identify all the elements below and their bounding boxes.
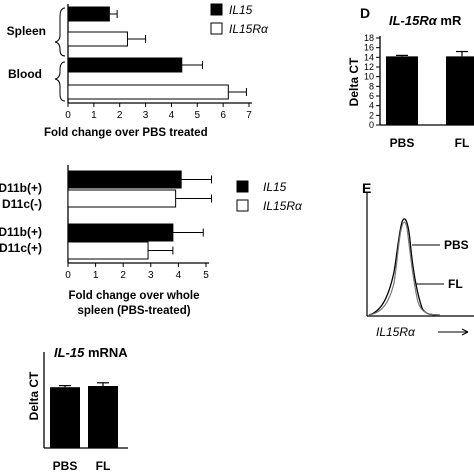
x-tick-label: 3 bbox=[143, 110, 149, 121]
y-axis-label: Delta CT bbox=[347, 57, 361, 106]
category-label: D11b(+) bbox=[0, 181, 42, 195]
category-label: D11c(-) bbox=[2, 197, 42, 211]
bracket-spleen bbox=[54, 7, 66, 57]
bracket-blood bbox=[54, 61, 66, 102]
chart-top-left: Spleen Blood 0 1 2 3 4 5 6 7 Fold change over P… bbox=[7, 3, 269, 139]
category-label: D11b(+) bbox=[0, 225, 42, 239]
y-tick-label: 6 bbox=[369, 91, 374, 101]
x-tick-label: 2 bbox=[117, 110, 123, 121]
chart-title-rest: mRNA bbox=[84, 345, 128, 360]
chart-title: IL-15 mRNA bbox=[54, 345, 128, 360]
bar bbox=[67, 170, 182, 189]
x-tick-label: 0 bbox=[65, 110, 71, 121]
y-tick-label: 18 bbox=[364, 33, 374, 43]
x-axis-label: Fold change over PBS treated bbox=[44, 127, 208, 139]
category-label: Spleen bbox=[7, 24, 46, 38]
legend-swatch-il15ra bbox=[210, 22, 223, 35]
x-axis-label: Fold change over whole bbox=[69, 290, 200, 302]
x-tick-label: 3 bbox=[148, 270, 154, 281]
x-tick-label: 1 bbox=[93, 270, 99, 281]
bar bbox=[67, 223, 174, 242]
panel-label-d: D bbox=[360, 5, 370, 21]
x-tick-label: 4 bbox=[169, 110, 175, 121]
x-tick-label: 4 bbox=[176, 270, 182, 281]
chart-title-italic: IL-15 bbox=[54, 345, 85, 360]
x-tick-label: 1 bbox=[91, 110, 97, 121]
series-label: PBS bbox=[444, 238, 469, 252]
y-tick-label: 16 bbox=[364, 43, 374, 53]
bar bbox=[88, 386, 118, 448]
chart-mid-left: D11b(+) D11c(-) D11b(+) D11c(+) 0 1 2 3 4 5 F… bbox=[0, 165, 303, 317]
y-axis-label: Delta CT bbox=[27, 371, 41, 420]
x-tick-label: 0 bbox=[65, 270, 71, 281]
x-tick-label: 2 bbox=[120, 270, 126, 281]
series-label: FL bbox=[448, 277, 463, 291]
x-axis-label: spleen (PBS-treated) bbox=[77, 305, 190, 317]
y-tick-label: 4 bbox=[369, 101, 374, 111]
chart-title-italic: IL-15Rα bbox=[389, 13, 438, 28]
category-label: D11c(+) bbox=[0, 241, 42, 255]
bar bbox=[446, 56, 474, 125]
bar bbox=[386, 56, 418, 125]
y-tick-label: 10 bbox=[364, 72, 374, 82]
legend-swatch-il15ra bbox=[236, 199, 249, 212]
legend-label: IL15 bbox=[263, 180, 287, 194]
chart-bottom-left: IL-15 mRNA Delta CT PBS FL bbox=[27, 345, 128, 473]
panel-label-e: E bbox=[362, 180, 371, 196]
bar bbox=[67, 189, 177, 208]
x-tick-label: 5 bbox=[195, 110, 201, 121]
y-tick-label: 0 bbox=[369, 120, 374, 130]
legend-label: IL15Rα bbox=[263, 199, 303, 213]
bar bbox=[67, 31, 128, 47]
x-tick-label: 5 bbox=[203, 270, 209, 281]
bar bbox=[67, 57, 183, 73]
x-tick-label: 7 bbox=[246, 110, 252, 121]
y-tick-label: 2 bbox=[369, 110, 374, 120]
y-tick-label: 8 bbox=[369, 81, 374, 91]
y-tick-label: 12 bbox=[364, 62, 374, 72]
x-axis-label: IL15Rα bbox=[376, 325, 416, 339]
chart-panel-e: E PBS FL IL15Rα bbox=[362, 180, 474, 339]
bar bbox=[67, 241, 149, 260]
y-tick-label: 14 bbox=[364, 52, 374, 62]
x-tick-label: 6 bbox=[220, 110, 226, 121]
x-tick-label: PBS bbox=[390, 136, 415, 150]
histogram-series bbox=[368, 218, 441, 316]
chart-title: IL-15Rα mR bbox=[389, 13, 462, 28]
bar bbox=[50, 387, 80, 448]
x-tick-label: PBS bbox=[53, 459, 78, 473]
legend-swatch-il15 bbox=[210, 3, 223, 16]
legend-label: IL15 bbox=[229, 3, 253, 17]
legend-label: IL15Rα bbox=[229, 22, 269, 36]
bar bbox=[67, 6, 110, 22]
category-label: Blood bbox=[8, 67, 42, 81]
bar bbox=[67, 84, 229, 100]
x-tick-label: FL bbox=[96, 459, 111, 473]
chart-title-rest: mR bbox=[437, 13, 462, 28]
x-tick-label: FL bbox=[455, 136, 470, 150]
x-axis-arrowhead bbox=[461, 328, 469, 336]
histogram-series bbox=[368, 221, 441, 316]
legend-swatch-il15 bbox=[236, 180, 249, 193]
